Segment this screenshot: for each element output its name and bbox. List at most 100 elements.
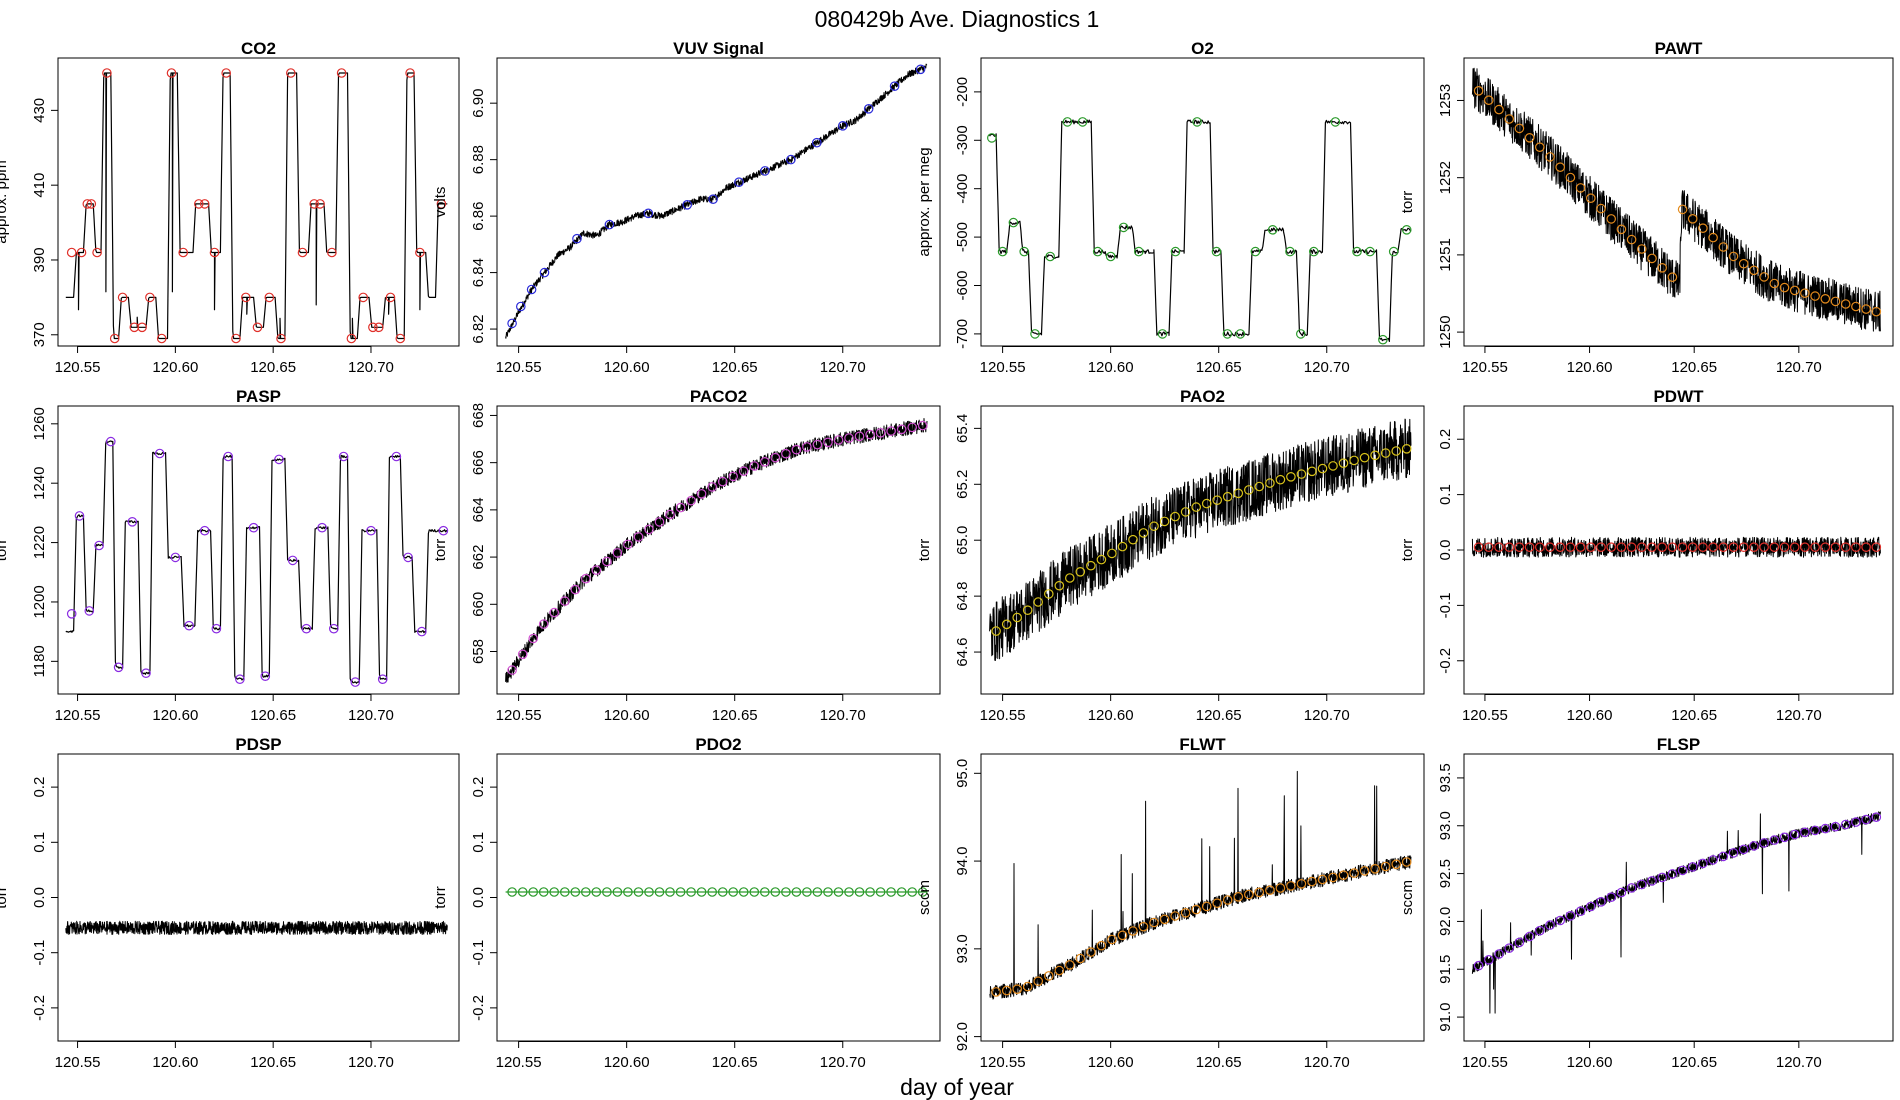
pdwt-marker xyxy=(1657,542,1667,552)
pawt-marker xyxy=(1647,253,1657,264)
pdwt-x-axis: 120.55 120.60 120.65 120.70 xyxy=(1462,694,1822,724)
flsp-title: FLSP xyxy=(1657,735,1700,754)
flwt-marker xyxy=(1380,861,1391,872)
o2-plot-frame xyxy=(980,57,1425,347)
pawt-marker xyxy=(1759,272,1769,282)
pdo2-xtick-label: 120.60 xyxy=(604,1054,650,1071)
pawt-marker xyxy=(1535,142,1545,152)
co2-series-line xyxy=(65,72,448,340)
o2-marker xyxy=(1211,246,1222,257)
pao2-ytick-label: 64.6 xyxy=(954,637,971,666)
pawt-xtick-label: 120.55 xyxy=(1462,359,1508,376)
flwt-ytick-label: 95.0 xyxy=(954,759,971,788)
pao2-marker xyxy=(1033,597,1043,607)
pasp-ytick-label: 1260 xyxy=(31,407,48,440)
pdwt-marker xyxy=(1484,542,1494,552)
paco2-marker xyxy=(633,532,644,542)
co2-ytick-label: 370 xyxy=(31,322,48,347)
pao2-marker xyxy=(1222,491,1233,502)
pdwt-xtick-label: 120.65 xyxy=(1671,707,1717,724)
o2-marker xyxy=(986,133,997,143)
pasp-marker xyxy=(366,525,376,536)
pasp-marker xyxy=(416,626,427,637)
pasp-marker xyxy=(403,552,413,563)
flwt-xtick-label: 120.60 xyxy=(1088,1054,1134,1071)
pao2-marker xyxy=(1075,566,1086,577)
flwt-xtick-label: 120.70 xyxy=(1304,1054,1350,1071)
panel-pdwt: PDWT torr 120.55 120.60 120.65 120.70 -0.2 -0.1… xyxy=(1399,387,1894,724)
pdwt-marker xyxy=(1789,542,1800,552)
pdo2-marker xyxy=(865,887,875,897)
pawt-marker xyxy=(1524,133,1535,143)
co2-marker xyxy=(264,292,275,303)
o2-marker xyxy=(1309,246,1319,257)
co2-marker xyxy=(436,199,447,209)
paco2-marker xyxy=(549,607,559,618)
o2-marker xyxy=(1267,225,1278,235)
panels-container: CO2 approx. ppm 120.55 120.60 120.65 120.70 37… xyxy=(0,39,1894,1071)
paco2-marker xyxy=(917,420,928,431)
vuv-signal-marker xyxy=(526,284,537,295)
flsp-marker xyxy=(1514,937,1525,948)
pdo2-marker xyxy=(707,887,717,897)
flwt-marker xyxy=(1222,895,1233,905)
pdo2-marker xyxy=(886,887,896,897)
flwt-series-line xyxy=(989,770,1412,1000)
pdo2-marker xyxy=(917,887,928,897)
pdsp-ytick-label: 0.2 xyxy=(31,777,48,798)
pawt-marker xyxy=(1504,114,1514,124)
pao2-marker xyxy=(1275,474,1286,485)
paco2-marker xyxy=(717,476,728,487)
pasp-marker xyxy=(235,674,245,684)
flwt-marker xyxy=(1201,901,1212,912)
pdo2-marker xyxy=(686,887,696,897)
pdo2-marker xyxy=(759,887,770,897)
pdo2-marker xyxy=(528,887,538,897)
co2-marker xyxy=(117,292,128,303)
flsp-marker xyxy=(1586,901,1596,912)
o2-marker xyxy=(1062,117,1073,127)
co2-marker xyxy=(405,68,415,78)
pdo2-ytick-label: 0.1 xyxy=(470,832,487,853)
panel-vuv-signal: VUV Signal volts 120.55 120.60 120.65 120.70 6… xyxy=(432,39,941,376)
pasp-marker xyxy=(154,448,165,459)
co2-plot-frame xyxy=(57,57,460,347)
paco2-marker xyxy=(517,649,528,660)
pawt-marker xyxy=(1851,301,1861,312)
flwt-marker xyxy=(1296,878,1307,889)
co2-marker xyxy=(252,322,263,333)
paco2-xtick-label: 120.65 xyxy=(712,707,758,724)
vuv-signal-xtick-label: 120.55 xyxy=(496,359,542,376)
pdwt-marker xyxy=(1565,542,1576,552)
pasp-ytick-label: 1220 xyxy=(31,526,48,559)
vuv-signal-ytick-label: 6.86 xyxy=(470,202,487,231)
vuv-signal-x-axis: 120.55 120.60 120.65 120.70 xyxy=(496,346,866,376)
pdo2-marker xyxy=(654,887,665,897)
o2-xtick-label: 120.70 xyxy=(1304,359,1350,376)
panel-pasp: PASP torr 120.55 120.60 120.65 120.70 1180 1200… xyxy=(0,387,460,724)
flsp-marker xyxy=(1779,832,1790,843)
o2-y-axis: -700 -600 -500 -400 -300 -200 xyxy=(954,77,981,349)
flsp-ytick-label: 93.0 xyxy=(1437,811,1454,840)
pao2-marker xyxy=(1212,495,1222,505)
vuv-signal-xtick-label: 120.65 xyxy=(712,359,758,376)
pdo2-marker xyxy=(896,887,907,897)
pasp-marker xyxy=(127,516,138,527)
o2-marker xyxy=(1105,251,1116,262)
pdo2-title: PDO2 xyxy=(695,735,741,754)
pao2-ytick-label: 65.0 xyxy=(954,526,971,555)
pdsp-ytick-label: 0.0 xyxy=(31,887,48,908)
co2-xtick-label: 120.65 xyxy=(250,359,296,376)
co2-ytick-label: 410 xyxy=(31,173,48,198)
pdwt-marker xyxy=(1728,542,1739,552)
pawt-xtick-label: 120.70 xyxy=(1776,359,1822,376)
flsp-marker xyxy=(1667,869,1678,879)
co2-marker xyxy=(221,68,231,78)
flwt-plot-frame xyxy=(980,753,1425,1042)
paco2-marker xyxy=(528,633,538,644)
co2-title: CO2 xyxy=(241,39,276,58)
pdo2-marker xyxy=(665,887,675,897)
pdwt-marker xyxy=(1524,542,1535,552)
o2-xtick-label: 120.65 xyxy=(1196,359,1242,376)
pdwt-marker xyxy=(1555,542,1565,552)
